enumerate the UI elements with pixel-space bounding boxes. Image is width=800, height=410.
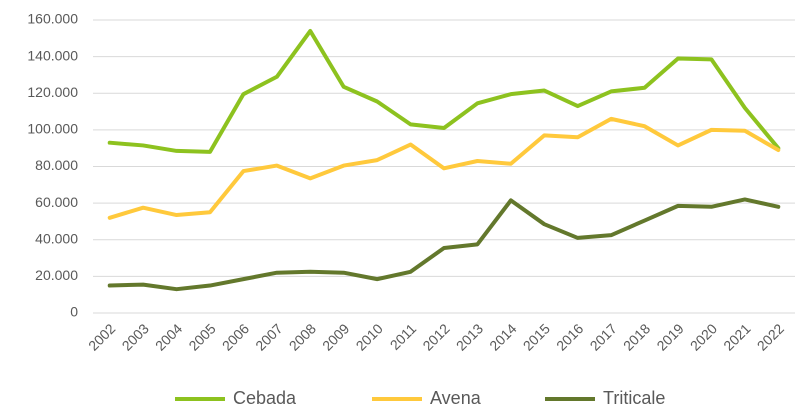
data-line <box>107 116 781 220</box>
legend-label: Triticale <box>603 388 665 408</box>
x-tick-label: 2019 <box>653 320 686 353</box>
x-tick-label: 2008 <box>286 320 319 353</box>
y-tick-label: 120.000 <box>27 84 78 100</box>
y-tick-label: 60.000 <box>35 194 78 210</box>
x-tick-label: 2020 <box>687 320 720 353</box>
x-tick-label: 2015 <box>520 320 553 353</box>
data-line <box>107 197 781 292</box>
x-tick-label: 2005 <box>185 320 218 353</box>
y-tick-label: 140.000 <box>27 47 78 63</box>
x-tick-label: 2006 <box>219 320 252 353</box>
y-tick-label: 80.000 <box>35 157 78 173</box>
x-tick-label: 2014 <box>486 320 519 353</box>
x-tick-label: 2012 <box>419 320 452 353</box>
y-tick-label: 0 <box>70 304 78 320</box>
x-tick-label: 2010 <box>353 320 386 353</box>
x-tick-label: 2002 <box>85 320 118 353</box>
data-line <box>107 28 781 154</box>
x-tick-label: 2021 <box>720 320 753 353</box>
x-tick-label: 2013 <box>453 320 486 353</box>
x-tick-label: 2011 <box>387 320 420 353</box>
x-tick-label: 2009 <box>319 320 352 353</box>
x-tick-label: 2016 <box>553 320 586 353</box>
x-tick-label: 2017 <box>587 320 620 353</box>
y-tick-label: 20.000 <box>35 267 78 283</box>
y-tick-label: 100.000 <box>27 121 78 137</box>
x-tick-label: 2018 <box>620 320 653 353</box>
x-tick-label: 2007 <box>252 320 285 353</box>
y-tick-label: 160.000 <box>27 11 78 27</box>
legend-label: Cebada <box>233 388 297 408</box>
x-tick-label: 2004 <box>152 320 185 353</box>
legend-label: Avena <box>430 388 482 408</box>
y-tick-label: 40.000 <box>35 230 78 246</box>
x-tick-label: 2003 <box>119 320 152 353</box>
x-tick-label: 2022 <box>754 320 787 353</box>
